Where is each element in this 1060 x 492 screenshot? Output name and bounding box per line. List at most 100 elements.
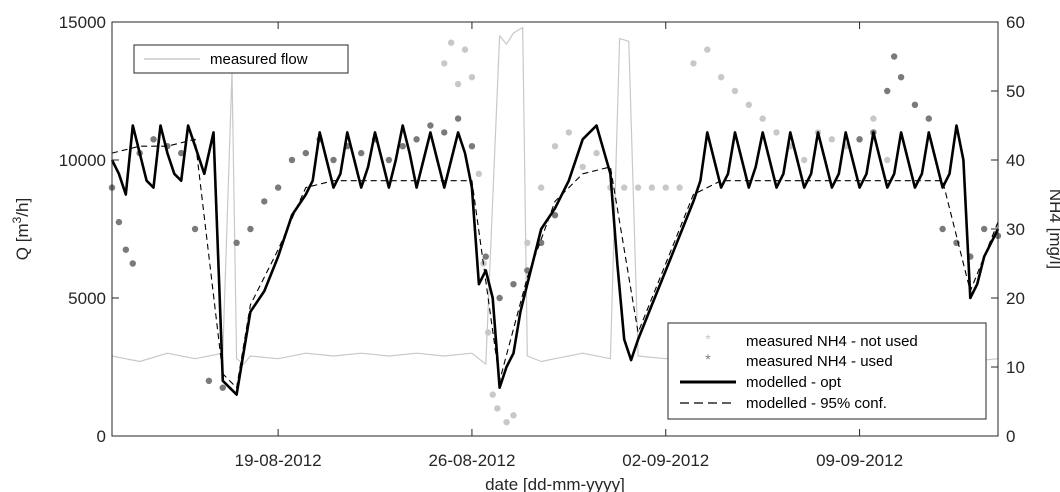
point-measured-nh4-not-used bbox=[524, 239, 531, 246]
y-right-tick-label: 10 bbox=[1006, 358, 1025, 377]
point-measured-nh4-used bbox=[890, 53, 898, 60]
series-layer bbox=[108, 26, 1002, 426]
y-right-tick-label: 40 bbox=[1006, 151, 1025, 170]
legend-marker-not-used: * bbox=[705, 331, 711, 347]
point-measured-nh4-not-used bbox=[634, 184, 642, 191]
legend-flow: measured flow bbox=[133, 44, 349, 74]
point-measured-nh4-not-used bbox=[475, 170, 483, 177]
point-measured-nh4-not-used bbox=[662, 184, 669, 191]
point-measured-nh4-not-used bbox=[717, 74, 725, 81]
point-measured-nh4-not-used bbox=[565, 129, 573, 136]
legend-nh4-box bbox=[667, 322, 987, 420]
y-right-tick-label: 30 bbox=[1006, 220, 1025, 239]
point-measured-nh4-not-used bbox=[870, 115, 877, 122]
point-measured-nh4-used bbox=[274, 184, 282, 191]
point-measured-nh4-used bbox=[427, 122, 434, 129]
y-right-tick-label: 60 bbox=[1006, 13, 1025, 32]
point-measured-nh4-not-used bbox=[461, 46, 469, 53]
point-measured-nh4-used bbox=[441, 129, 448, 136]
x-tick-label: 02-09-2012 bbox=[622, 451, 709, 470]
legend-label-conf: modelled - 95% conf. bbox=[746, 395, 887, 412]
y-right-tick-label: 0 bbox=[1006, 427, 1015, 446]
point-measured-nh4-used bbox=[129, 260, 136, 267]
point-measured-nh4-used bbox=[219, 384, 226, 391]
point-measured-nh4-not-used bbox=[759, 115, 766, 122]
legend-label-not-used: measured NH4 - not used bbox=[746, 333, 918, 350]
point-measured-nh4-used bbox=[897, 74, 905, 81]
point-measured-nh4-used bbox=[302, 149, 310, 157]
point-measured-nh4-used bbox=[247, 225, 254, 233]
y-right-tick-label: 20 bbox=[1006, 289, 1025, 308]
point-measured-nh4-not-used bbox=[593, 149, 600, 157]
point-measured-nh4-not-used bbox=[828, 136, 836, 143]
point-measured-nh4-used bbox=[856, 136, 863, 143]
point-measured-nh4-not-used bbox=[773, 129, 780, 136]
point-measured-nh4-not-used bbox=[551, 143, 559, 150]
point-measured-nh4-used bbox=[115, 218, 123, 226]
legend-label-opt: modelled - opt bbox=[746, 374, 842, 391]
x-axis: 19-08-2012 26-08-2012 02-09-2012 09-09-2012 bbox=[235, 22, 903, 470]
point-measured-nh4-used bbox=[399, 143, 406, 150]
y-left-tick-label: 10000 bbox=[59, 151, 106, 170]
y-left-tick-label: 15000 bbox=[59, 13, 106, 32]
x-tick-label: 09-09-2012 bbox=[816, 451, 903, 470]
point-measured-nh4-not-used bbox=[648, 184, 656, 191]
point-measured-nh4-not-used bbox=[690, 60, 697, 67]
y-axis-left-label-sup: 3 bbox=[10, 216, 24, 223]
y-axis-left: 0 5000 10000 15000 bbox=[59, 13, 119, 446]
y-left-tick-label: 0 bbox=[97, 427, 106, 446]
point-measured-nh4-used bbox=[330, 156, 337, 164]
point-measured-nh4-used bbox=[925, 115, 932, 122]
point-measured-nh4-not-used bbox=[503, 419, 510, 426]
point-measured-nh4-not-used bbox=[745, 101, 753, 109]
point-measured-nh4-used bbox=[261, 198, 268, 205]
point-measured-nh4-used bbox=[454, 115, 462, 122]
point-measured-nh4-not-used bbox=[510, 412, 517, 419]
x-tick-label: 19-08-2012 bbox=[235, 451, 322, 470]
point-measured-nh4-not-used bbox=[884, 156, 891, 164]
x-axis-label: date [dd-mm-yyyy] bbox=[485, 475, 625, 492]
point-measured-nh4-used bbox=[496, 294, 503, 302]
point-measured-nh4-not-used bbox=[454, 80, 462, 88]
point-measured-nh4-used bbox=[233, 239, 240, 246]
point-measured-nh4-used bbox=[510, 281, 517, 288]
y-axis-right-label: NH4 [mg/l] bbox=[1046, 189, 1060, 269]
point-measured-nh4-not-used bbox=[537, 184, 545, 191]
point-measured-nh4-used bbox=[911, 101, 919, 109]
point-measured-nh4-used bbox=[482, 253, 489, 260]
point-measured-nh4-used bbox=[288, 156, 296, 164]
point-measured-nh4-used bbox=[122, 246, 130, 253]
legend-label-used: measured NH4 - used bbox=[746, 353, 893, 370]
point-measured-nh4-not-used bbox=[494, 405, 501, 412]
point-measured-nh4-used bbox=[150, 136, 157, 143]
point-measured-nh4-used bbox=[205, 377, 213, 384]
point-measured-nh4-used bbox=[385, 156, 393, 164]
point-measured-nh4-not-used bbox=[484, 329, 492, 336]
legend-nh4: * measured NH4 - not used * measured NH4… bbox=[667, 322, 987, 420]
y-left-tick-label: 5000 bbox=[68, 289, 106, 308]
x-tick-label: 26-08-2012 bbox=[428, 451, 515, 470]
point-measured-nh4-used bbox=[357, 149, 365, 157]
point-measured-nh4-not-used bbox=[704, 46, 711, 53]
y-axis-left-label: Q [m3/h] bbox=[10, 198, 32, 260]
y-axis-right: 0 10 20 30 40 50 60 bbox=[991, 13, 1025, 446]
y-right-tick-label: 50 bbox=[1006, 82, 1025, 101]
y-axis-left-label-base: Q [m bbox=[13, 223, 32, 260]
point-measured-nh4-used bbox=[551, 212, 559, 219]
legend-marker-used: * bbox=[705, 351, 711, 367]
point-measured-nh4-not-used bbox=[489, 391, 496, 398]
y-axis-left-label-tail: /h] bbox=[13, 198, 32, 217]
legend-flow-label: measured flow bbox=[210, 51, 308, 68]
point-measured-nh4-used bbox=[468, 143, 476, 150]
point-measured-nh4-used bbox=[884, 87, 891, 95]
point-measured-nh4-not-used bbox=[676, 184, 683, 191]
point-measured-nh4-used bbox=[980, 225, 988, 233]
point-measured-nh4-not-used bbox=[447, 39, 455, 46]
point-measured-nh4-not-used bbox=[731, 87, 739, 95]
point-measured-nh4-not-used bbox=[800, 156, 808, 164]
point-measured-nh4-not-used bbox=[468, 74, 476, 81]
line-modelled-opt bbox=[110, 124, 1000, 396]
point-measured-nh4-not-used bbox=[621, 184, 628, 191]
point-measured-nh4-used bbox=[939, 225, 946, 233]
point-measured-nh4-not-used bbox=[441, 60, 448, 67]
